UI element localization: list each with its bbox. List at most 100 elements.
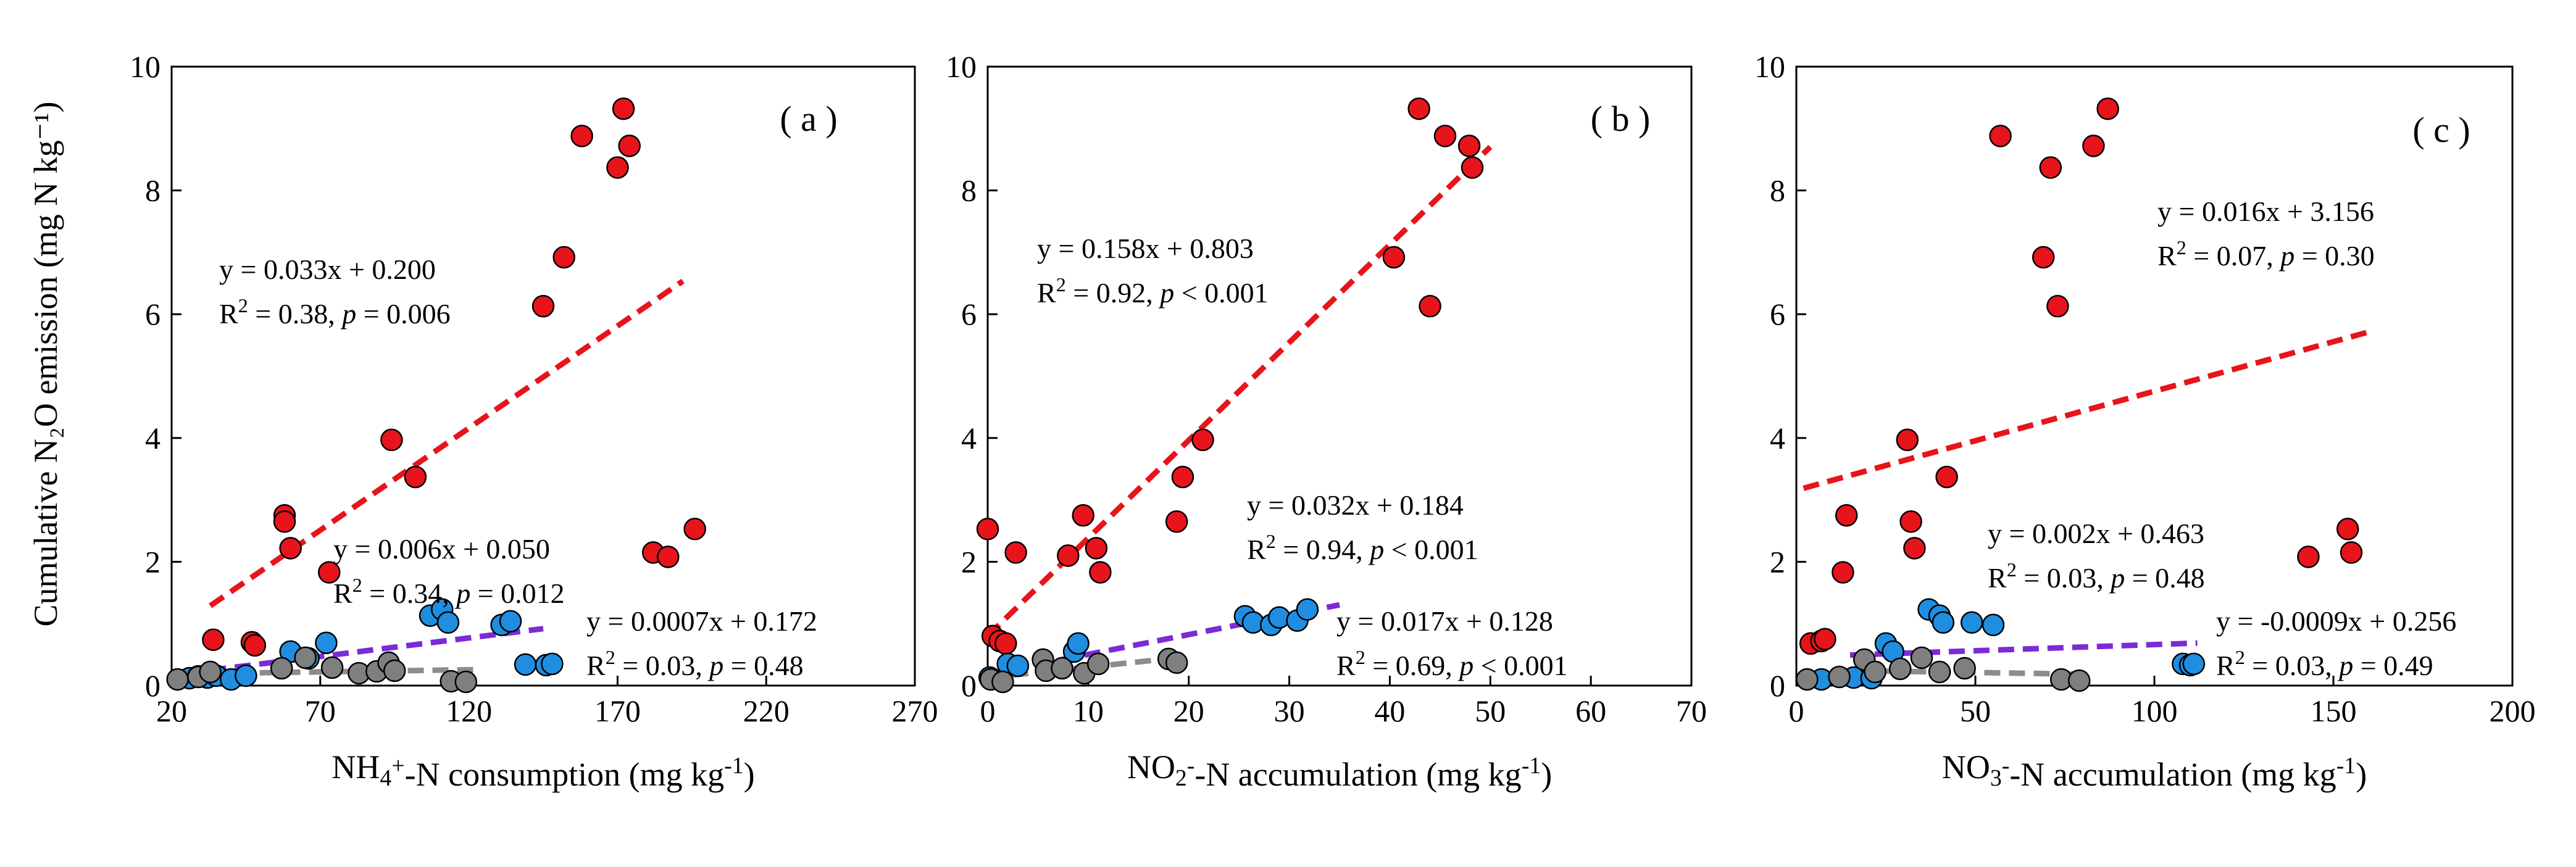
fit-equation: y = 0.016x + 3.156 [2157, 196, 2374, 227]
fit-statistics: R2 = 0.03, p = 0.48 [1988, 558, 2205, 594]
y-tick-label: 0 [145, 668, 160, 703]
data-point-red [2297, 546, 2320, 568]
panel-label: ( a ) [780, 99, 837, 139]
data-point-red [1832, 561, 1854, 584]
fit-equation: y = 0.002x + 0.463 [1988, 518, 2204, 549]
data-point-red [1935, 465, 1958, 489]
data-point-gray [454, 670, 478, 694]
x-tick-label: 50 [1960, 694, 1991, 728]
fit-equation: y = 0.033x + 0.200 [219, 254, 436, 285]
fit-statistics: R2 = 0.03, p = 0.48 [586, 646, 804, 681]
data-point-gray [1928, 660, 1951, 684]
data-point-blue [1067, 632, 1090, 655]
fit-equation: y = 0.158x + 0.803 [1037, 233, 1254, 264]
data-point-red [317, 561, 341, 584]
data-point-red [380, 428, 403, 452]
x-tick-label: 0 [980, 694, 996, 728]
x-tick-label: 200 [2490, 694, 2536, 728]
fit-statistics: R2 = 0.07, p = 0.30 [2157, 236, 2375, 272]
data-point-gray [1864, 660, 1886, 684]
y-tick-label: 6 [145, 297, 160, 331]
y-tick-label: 2 [1770, 544, 1785, 579]
x-tick-label: 50 [1475, 694, 1506, 728]
data-point-gray [1953, 657, 1976, 680]
y-tick-label: 0 [961, 668, 977, 703]
data-point-red [570, 125, 593, 147]
fit-statistics: R2 = 0.34, p = 0.012 [333, 574, 565, 609]
data-point-gray [270, 657, 293, 680]
data-point-red [1433, 125, 1457, 147]
fit-line-red [209, 278, 685, 608]
plot-frame [170, 65, 916, 687]
x-tick-label: 220 [743, 694, 790, 728]
data-point-gray [2067, 669, 2091, 692]
y-tick-label: 4 [961, 421, 977, 455]
fit-equation: y = 0.017x + 0.128 [1336, 605, 1553, 637]
x-tick-label: 150 [2311, 694, 2357, 728]
x-tick-label: 100 [2132, 694, 2178, 728]
fit-statistics: R2 = 0.69, p < 0.001 [1336, 646, 1568, 681]
y-tick-label: 6 [1770, 297, 1785, 331]
x-tick-label: 270 [892, 694, 938, 728]
fit-line-red [985, 144, 1493, 638]
data-point-blue [235, 664, 257, 687]
data-point-blue [1982, 613, 2005, 636]
x-tick-label: 0 [1789, 694, 1804, 728]
fit-statistics: R2 = 0.38, p = 0.006 [219, 294, 451, 330]
fit-statistics: R2 = 0.03, p = 0.49 [2216, 646, 2433, 681]
fit-equation: y = 0.032x + 0.184 [1247, 489, 1464, 521]
data-point-blue [315, 631, 338, 655]
data-point-blue [2182, 652, 2206, 676]
data-point-blue [1932, 611, 1955, 634]
data-point-red [243, 634, 267, 657]
data-point-red [2039, 156, 2062, 179]
x-axis-title: NH4+-N consumption (mg kg-1) [331, 749, 754, 793]
data-point-red [1085, 537, 1108, 560]
data-point-red [1989, 125, 2012, 147]
data-point-red [683, 517, 706, 541]
data-point-red [1896, 428, 1919, 452]
fit-statistics: R2 = 0.92, p < 0.001 [1037, 273, 1269, 309]
data-point-red [552, 246, 575, 269]
fit-equation: y = -0.0009x + 0.256 [2216, 605, 2456, 637]
data-point-red [2340, 541, 2363, 564]
panel-b: 0 10 20 30 40 50 60 70 0 2 4 6 8 10 NO2--N accumulatio… [946, 49, 1707, 793]
data-point-red [994, 632, 1017, 655]
x-tick-label: 70 [305, 694, 336, 728]
data-point-red [976, 517, 999, 541]
panel-a: 20 70 120 170 220 270 0 2 4 6 8 10 NH4+-N consumptio… [130, 49, 938, 793]
data-point-red [612, 97, 635, 120]
y-tick-label: 8 [145, 173, 160, 208]
data-point-gray [383, 659, 406, 682]
data-point-red [404, 465, 427, 489]
y-axis-title: Cumulative N₂O emission (mg N kg⁻¹) [27, 102, 64, 627]
fit-equation: y = 0.0007x + 0.172 [586, 605, 817, 637]
panel-label: ( c ) [2412, 110, 2470, 150]
data-point-gray [199, 660, 222, 684]
x-axis-title: NO2--N accumulation (mg kg-1) [1127, 749, 1552, 793]
data-point-red [1899, 510, 1922, 533]
data-point-red [2082, 135, 2105, 157]
x-tick-label: 40 [1374, 694, 1405, 728]
y-tick-label: 10 [130, 49, 160, 84]
x-tick-label: 20 [1173, 694, 1204, 728]
x-tick-label: 30 [1274, 694, 1305, 728]
data-point-red [1407, 97, 1430, 120]
data-point-red [618, 135, 641, 157]
data-point-red [2046, 294, 2069, 318]
y-tick-label: 2 [145, 544, 160, 579]
y-tick-label: 4 [145, 421, 160, 455]
y-tick-label: 0 [1770, 668, 1785, 703]
data-point-red [1004, 541, 1027, 564]
data-point-blue [1960, 611, 1983, 634]
fit-line-purple [210, 626, 544, 673]
y-tick-label: 2 [961, 544, 977, 579]
x-tick-label: 120 [446, 694, 492, 728]
data-point-gray [1165, 651, 1188, 674]
panel-c: 0 50 100 150 200 0 2 4 6 8 10 NO3--N accumulation (… [1754, 49, 2536, 793]
data-point-gray [1051, 657, 1073, 680]
data-point-red [273, 510, 296, 533]
data-point-red [1903, 537, 1926, 560]
data-point-red [1461, 156, 1484, 179]
